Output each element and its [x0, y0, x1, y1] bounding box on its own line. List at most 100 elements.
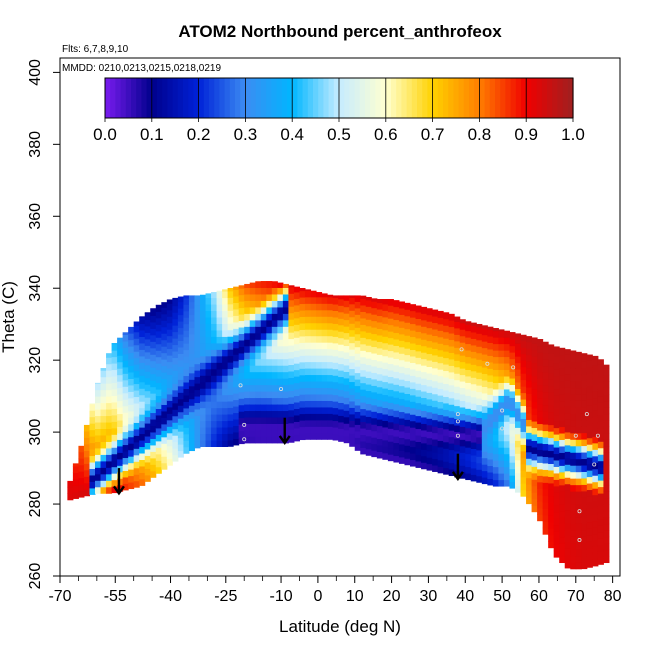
heatmap-cell: [492, 440, 499, 448]
heatmap-cell: [321, 432, 328, 440]
heatmap-cell: [487, 433, 494, 441]
heatmap-cell: [382, 349, 389, 357]
heatmap-cell: [542, 424, 549, 432]
heatmap-cell: [537, 468, 544, 476]
heatmap-cell: [526, 432, 533, 440]
heatmap-cell: [365, 371, 372, 379]
heatmap-cell: [238, 417, 245, 425]
heatmap-cell: [200, 355, 207, 363]
heatmap-cell: [244, 436, 251, 444]
heatmap-cell: [106, 376, 113, 384]
heatmap-cell: [542, 482, 549, 490]
heatmap-cell: [515, 362, 522, 370]
heatmap-cell: [188, 398, 195, 406]
heatmap-cell: [343, 423, 350, 431]
x-tick-label: 30: [420, 588, 438, 605]
colorbar-cell: [136, 78, 142, 118]
sample-point: [584, 412, 589, 417]
heatmap-cell: [288, 364, 295, 372]
sample-point: [500, 426, 505, 431]
heatmap-cell: [553, 531, 560, 539]
heatmap-cell: [520, 483, 527, 491]
heatmap-cell: [233, 334, 240, 342]
heatmap-cell: [586, 398, 593, 406]
heatmap-cell: [150, 328, 157, 336]
heatmap-cell: [89, 455, 96, 463]
sample-point: [238, 383, 243, 388]
heatmap-cell: [371, 327, 378, 335]
heatmap-cell: [465, 350, 472, 358]
heatmap-cell: [211, 349, 218, 357]
heatmap-cell: [515, 446, 522, 454]
heatmap-cell: [222, 349, 229, 357]
heatmap-cell: [586, 521, 593, 529]
heatmap-cell: [133, 396, 140, 404]
heatmap-cell: [216, 329, 223, 337]
heatmap-cell: [564, 418, 571, 426]
heatmap-cell: [111, 466, 118, 474]
heatmap-cell: [559, 374, 566, 382]
heatmap-cell: [139, 478, 146, 486]
heatmap-cell: [277, 417, 284, 424]
heatmap-cell: [271, 332, 278, 340]
heatmap-cell: [128, 352, 135, 360]
heatmap-cell: [177, 346, 184, 354]
heatmap-cell: [238, 320, 245, 328]
heatmap-cell: [139, 388, 146, 396]
heatmap-cell: [299, 387, 306, 395]
heatmap-cell: [597, 376, 604, 384]
heatmap-cell: [161, 352, 168, 360]
colorbar-cell: [266, 78, 272, 118]
heatmap-cell: [194, 363, 201, 371]
heatmap-cell: [481, 412, 488, 420]
heatmap-cell: [111, 382, 118, 390]
colorbar-cell: [271, 78, 278, 118]
sample-point: [455, 433, 460, 438]
heatmap-cell: [432, 348, 439, 356]
heatmap-cell: [227, 439, 234, 447]
heatmap-cell: [537, 436, 544, 444]
heatmap-cell: [183, 427, 190, 435]
heatmap-cell: [266, 313, 273, 321]
heatmap-cell: [498, 330, 505, 338]
heatmap-cell: [581, 361, 588, 369]
heatmap-cell: [216, 342, 223, 350]
heatmap-cell: [155, 369, 162, 377]
colorbar-cell: [422, 78, 428, 118]
heatmap-cell: [537, 371, 544, 379]
heatmap-cell: [244, 319, 251, 327]
heatmap-cell: [592, 494, 599, 502]
heatmap-cell: [559, 523, 566, 531]
heatmap-cell: [188, 405, 195, 413]
heatmap-cell: [548, 353, 555, 361]
heatmap-cell: [592, 423, 599, 431]
heatmap-cell: [321, 342, 328, 350]
heatmap-cell: [592, 442, 599, 450]
heatmap-cell: [437, 401, 444, 409]
heatmap-cell: [227, 375, 234, 383]
heatmap-cell: [481, 438, 488, 446]
heatmap-cell: [288, 351, 295, 359]
heatmap-cell: [200, 375, 207, 383]
heatmap-cell: [211, 420, 218, 428]
heatmap-cell: [244, 326, 251, 334]
heatmap-cell: [139, 401, 146, 409]
heatmap-cell: [503, 460, 510, 468]
heatmap-cell: [95, 402, 102, 410]
heatmap-cell: [177, 398, 184, 406]
heatmap-cell: [255, 417, 262, 424]
heatmap-cell: [249, 293, 256, 301]
heatmap-cell: [166, 445, 173, 453]
heatmap-cell: [316, 406, 323, 414]
heatmap-cell: [365, 377, 372, 385]
heatmap-cell: [603, 556, 610, 564]
heatmap-cell: [299, 335, 306, 343]
heatmap-cell: [437, 408, 444, 416]
heatmap-cell: [382, 413, 389, 421]
heatmap-cell: [481, 325, 488, 329]
heatmap-cell: [393, 390, 400, 398]
heatmap-cell: [371, 424, 378, 432]
heatmap-cell: [166, 400, 173, 408]
heatmap-cell: [371, 340, 378, 348]
heatmap-cell: [542, 430, 549, 438]
